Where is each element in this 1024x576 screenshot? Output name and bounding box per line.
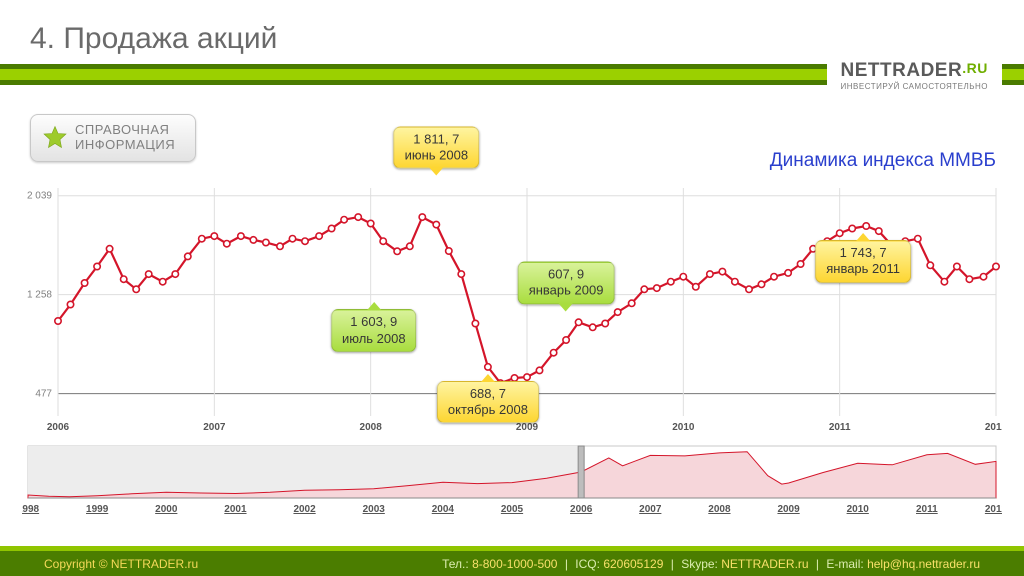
svg-text:2010: 2010 [672,422,695,433]
callout-date: октябрь 2008 [448,402,528,418]
chart-callout: 607, 9январь 2009 [518,262,615,305]
svg-text:2009: 2009 [516,422,539,433]
callout-value: 688, 7 [448,386,528,402]
overview-range-chart[interactable]: 1998 1999 2000 2001 2002 2003 2004 2005 2006 2007… [22,444,1002,516]
chart-callout: 1 811, 7июнь 2008 [394,126,480,169]
svg-text:2011: 2011 [829,422,851,433]
footer-value: NETTRADER.ru [721,557,808,571]
svg-text:2012: 2012 [985,422,1002,433]
page-title: 4. Продажа акций [30,22,277,56]
footer-label: Skype: [681,557,718,571]
callout-date: январь 2011 [826,261,900,277]
svg-text:1 258: 1 258 [27,290,52,301]
svg-text:2 039: 2 039 [27,191,52,202]
chart-callout: 1 743, 7январь 2011 [815,240,911,283]
logo-suffix: .RU [962,60,988,76]
footer-label: ICQ: [575,557,600,571]
logo-prefix: NET [841,60,881,81]
footer-copyright: Copyright © NETTRADER.ru [44,557,198,571]
svg-text:2004: 2004 [432,504,455,515]
footer-value: 620605129 [603,557,663,571]
callout-value: 1 603, 9 [342,314,406,330]
info-badge-line2: ИНФОРМАЦИЯ [75,138,175,153]
chart-callout: 688, 7октябрь 2008 [437,381,539,424]
star-icon [43,125,67,149]
svg-text:477: 477 [35,389,52,400]
svg-text:2006: 2006 [570,504,593,515]
svg-text:2002: 2002 [293,504,316,515]
callout-date: июнь 2008 [405,147,469,163]
svg-text:2003: 2003 [363,504,386,515]
callout-value: 1 811, 7 [405,131,469,147]
svg-text:2011: 2011 [916,504,938,515]
svg-text:2008: 2008 [360,422,383,433]
svg-text:2000: 2000 [155,504,178,515]
svg-text:2001: 2001 [224,504,247,515]
svg-text:2007: 2007 [639,504,662,515]
footer-label: E-mail: [826,557,863,571]
footer-contacts: Тел.: 8-800-1000-500 | ICQ: 620605129 | … [442,557,980,571]
header: 4. Продажа акций NETTRADER.RU ИНВЕСТИРУЙ… [0,0,1024,86]
chart-callout: 1 603, 9июль 2008 [331,309,417,352]
chart-caption: Динамика индекса ММВБ [770,150,996,172]
brand-logo: NETTRADER.RU ИНВЕСТИРУЙ САМОСТОЯТЕЛЬНО [827,54,1002,95]
svg-text:2008: 2008 [708,504,731,515]
svg-text:2006: 2006 [47,422,70,433]
callout-date: январь 2009 [529,283,604,299]
callout-date: июль 2008 [342,331,406,347]
logo-tagline: ИНВЕСТИРУЙ САМОСТОЯТЕЛЬНО [841,82,988,91]
svg-text:1998: 1998 [22,504,40,515]
logo-main: TRADER [880,60,962,81]
info-badge-line1: СПРАВОЧНАЯ [75,123,175,138]
callout-value: 607, 9 [529,267,604,283]
svg-text:2009: 2009 [777,504,800,515]
svg-text:2005: 2005 [501,504,524,515]
svg-text:2010: 2010 [847,504,870,515]
footer: Copyright © NETTRADER.ru Тел.: 8-800-100… [0,546,1024,576]
info-badge[interactable]: СПРАВОЧНАЯ ИНФОРМАЦИЯ [30,114,196,162]
callout-value: 1 743, 7 [826,245,900,261]
footer-value: help@hq.nettrader.ru [867,557,980,571]
svg-text:2007: 2007 [203,422,226,433]
footer-value: 8-800-1000-500 [472,557,557,571]
svg-text:2012: 2012 [985,504,1002,515]
range-handle-right [578,446,584,498]
footer-label: Тел.: [442,557,469,571]
svg-text:1999: 1999 [86,504,109,515]
